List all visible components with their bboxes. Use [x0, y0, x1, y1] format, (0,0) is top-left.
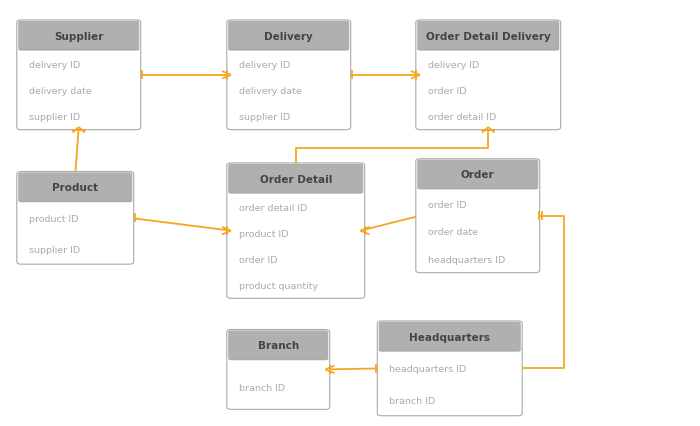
FancyBboxPatch shape — [228, 164, 363, 194]
Text: branch ID: branch ID — [389, 396, 435, 405]
Text: Order Detail: Order Detail — [260, 174, 332, 184]
Text: delivery date: delivery date — [29, 87, 92, 96]
Text: supplier ID: supplier ID — [239, 113, 290, 122]
Text: delivery ID: delivery ID — [29, 61, 80, 70]
FancyBboxPatch shape — [227, 330, 330, 409]
FancyBboxPatch shape — [227, 164, 365, 299]
Text: Headquarters: Headquarters — [410, 332, 490, 342]
Text: delivery date: delivery date — [239, 87, 302, 96]
FancyBboxPatch shape — [18, 22, 139, 52]
Text: branch ID: branch ID — [239, 383, 285, 392]
Text: Product: Product — [52, 183, 98, 193]
Text: product ID: product ID — [29, 215, 78, 224]
Text: delivery ID: delivery ID — [428, 61, 479, 70]
Text: delivery ID: delivery ID — [239, 61, 290, 70]
Text: order detail ID: order detail ID — [239, 204, 307, 213]
Text: Supplier: Supplier — [54, 32, 104, 42]
FancyBboxPatch shape — [228, 22, 349, 52]
FancyBboxPatch shape — [417, 160, 538, 190]
FancyBboxPatch shape — [17, 172, 134, 265]
Text: headquarters ID: headquarters ID — [389, 365, 466, 374]
Text: headquarters ID: headquarters ID — [428, 255, 505, 264]
Text: order detail ID: order detail ID — [428, 113, 496, 122]
FancyBboxPatch shape — [416, 159, 540, 273]
Text: order ID: order ID — [239, 255, 277, 264]
Text: Branch: Branch — [258, 340, 299, 351]
FancyBboxPatch shape — [227, 21, 351, 130]
FancyBboxPatch shape — [377, 321, 522, 416]
Text: supplier ID: supplier ID — [29, 113, 80, 122]
FancyBboxPatch shape — [17, 21, 141, 130]
Text: Delivery: Delivery — [265, 32, 313, 42]
Text: Order: Order — [461, 170, 495, 180]
FancyBboxPatch shape — [18, 173, 132, 203]
Text: order ID: order ID — [428, 87, 466, 96]
Text: order ID: order ID — [428, 200, 466, 209]
Text: supplier ID: supplier ID — [29, 245, 80, 254]
FancyBboxPatch shape — [379, 322, 521, 352]
Text: product ID: product ID — [239, 230, 288, 239]
FancyBboxPatch shape — [416, 21, 561, 130]
Text: order date: order date — [428, 227, 477, 236]
Text: Order Detail Delivery: Order Detail Delivery — [426, 32, 551, 42]
FancyBboxPatch shape — [228, 331, 328, 360]
FancyBboxPatch shape — [417, 22, 559, 52]
Text: product quantity: product quantity — [239, 281, 318, 290]
